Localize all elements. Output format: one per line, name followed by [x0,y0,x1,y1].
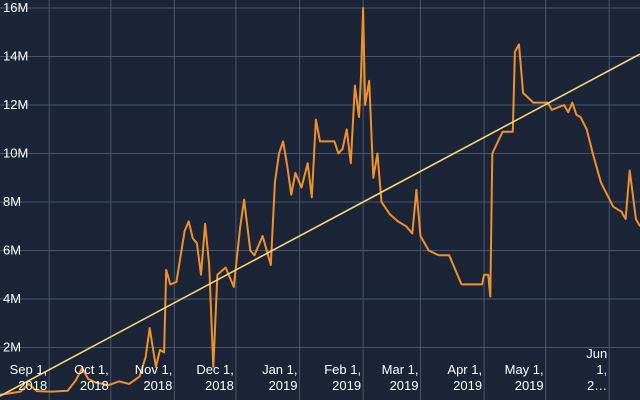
x-tick-label: Jan 1, 2019 [262,362,297,393]
x-axis-labels: Sep 1, 2018 Oct 1, 2018 Nov 1, 2018 Dec 1, 2018… [10,346,608,393]
x-tick-label: Oct 1, 2018 [74,362,109,393]
x-tick-label: Apr 1, 2019 [447,362,482,393]
y-axis-labels: 2M 4M 6M 8M 10M 12M 14M 16M [3,0,28,355]
x-tick-label: Mar 1, 2019 [382,362,419,393]
y-tick-label: 6M [3,243,21,258]
x-tick-label: Sep 1, 2018 [10,362,48,393]
x-tick-label: Feb 1, 2019 [324,362,361,393]
y-tick-label: 8M [3,194,21,209]
series-line [0,7,640,396]
x-tick-label: Dec 1, 2018 [196,362,234,393]
y-tick-label: 14M [3,49,28,64]
y-tick-label: 10M [3,146,28,161]
y-tick-label: 12M [3,97,28,112]
trend-layer [0,53,640,397]
trend-line [0,53,640,397]
series-layer [0,7,640,396]
x-tick-label: Nov 1, 2018 [135,362,173,393]
y-tick-label: 4M [3,291,21,306]
y-tick-label: 2M [3,340,21,355]
x-tick-label: Jun 1, 2… [586,346,607,393]
y-tick-label: 16M [3,0,28,15]
x-tick-label: May 1, 2019 [505,362,544,393]
